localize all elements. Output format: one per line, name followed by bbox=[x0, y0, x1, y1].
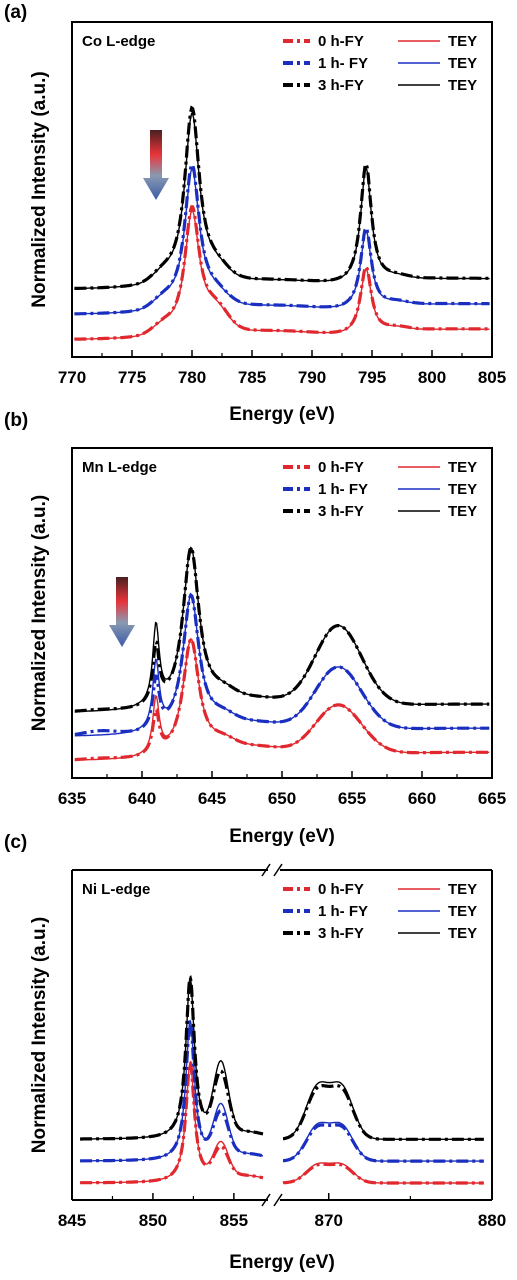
series-0h-fy bbox=[74, 205, 490, 341]
plot-frame bbox=[71, 21, 493, 358]
trend-arrow-icon bbox=[109, 577, 135, 647]
legend-fy-label: 3 h-FY bbox=[318, 77, 364, 94]
series-3h-tey bbox=[74, 546, 490, 713]
chart-panel-1: (a) 770 775 780 785 790 795 800 805 Energy (eV) No… bbox=[4, 2, 506, 425]
legend-tey-label: TEY bbox=[448, 925, 477, 942]
edge-label: Mn L-edge bbox=[82, 459, 157, 476]
legend-fy-label: 0 h-FY bbox=[318, 459, 364, 476]
legend-fy-label: 1 h- FY bbox=[318, 55, 368, 72]
x-tick-label: 780 bbox=[178, 368, 206, 387]
legend-fy-label: 1 h- FY bbox=[318, 903, 368, 920]
series-0h-tey bbox=[80, 1061, 264, 1184]
x-axis-title: Energy (eV) bbox=[229, 1252, 335, 1273]
series-1h-tey bbox=[74, 168, 490, 315]
series-3h-tey bbox=[282, 1081, 484, 1140]
legend-fy-label: 3 h-FY bbox=[318, 503, 364, 520]
panel-letter: (a) bbox=[4, 2, 27, 23]
series-3h-tey bbox=[74, 112, 490, 290]
x-tick-label: 655 bbox=[338, 789, 366, 808]
axis-break-mark bbox=[261, 863, 271, 877]
series-0h-fy bbox=[74, 636, 490, 762]
x-axis-title: Energy (eV) bbox=[229, 826, 335, 847]
x-tick-label: 635 bbox=[58, 789, 86, 808]
chart-panel-3: (c) 845 850 855 870 880 Energy (eV) Normalized … bbox=[4, 832, 506, 1273]
legend-tey-label: TEY bbox=[448, 77, 477, 94]
legend-tey-label: TEY bbox=[448, 881, 477, 898]
x-tick-label: 845 bbox=[58, 1211, 86, 1230]
x-tick-label: 665 bbox=[478, 789, 506, 808]
series-1h-fy bbox=[74, 592, 490, 736]
series-1h-fy bbox=[283, 1123, 484, 1163]
series-0h-tey bbox=[74, 637, 490, 761]
y-axis-title: Normalized Intensity (a.u.) bbox=[29, 495, 50, 731]
series-1h-fy bbox=[74, 162, 490, 316]
legend-tey-label: TEY bbox=[448, 55, 477, 72]
y-axis-title: Normalized Intensity (a.u.) bbox=[29, 71, 50, 307]
x-tick-label: 870 bbox=[315, 1211, 343, 1230]
legend-tey-label: TEY bbox=[448, 503, 477, 520]
x-tick-label: 790 bbox=[298, 368, 326, 387]
axis-break-mark bbox=[273, 1193, 283, 1207]
edge-label: Ni L-edge bbox=[82, 881, 150, 898]
legend-tey-label: TEY bbox=[448, 903, 477, 920]
series-1h-tey bbox=[283, 1121, 484, 1162]
legend-tey-label: TEY bbox=[448, 33, 477, 50]
x-tick-label: 800 bbox=[418, 368, 446, 387]
y-axis-title: Normalized Intensity (a.u.) bbox=[29, 917, 50, 1153]
series-3h-tey bbox=[80, 976, 264, 1140]
series-3h-fy bbox=[283, 1084, 484, 1141]
x-axis-title: Energy (eV) bbox=[229, 404, 335, 425]
trend-arrow-icon bbox=[143, 130, 169, 200]
x-tick-label: 855 bbox=[220, 1211, 248, 1230]
x-tick-label: 770 bbox=[58, 368, 86, 387]
legend-tey-label: TEY bbox=[448, 481, 477, 498]
series-1h-tey bbox=[74, 593, 490, 737]
series-0h-fy bbox=[282, 1162, 484, 1185]
series-3h-fy bbox=[74, 544, 490, 713]
axis-break-mark bbox=[261, 1193, 271, 1207]
series-3h-fy bbox=[80, 974, 264, 1141]
x-tick-label: 805 bbox=[478, 368, 506, 387]
x-tick-label: 850 bbox=[139, 1211, 167, 1230]
axis-break-mark bbox=[273, 863, 283, 877]
series-0h-tey bbox=[74, 210, 490, 340]
x-tick-label: 640 bbox=[128, 789, 156, 808]
x-tick-label: 650 bbox=[268, 789, 296, 808]
legend-fy-label: 0 h-FY bbox=[318, 881, 364, 898]
chart-panel-2: (b) 635 640 645 650 655 660 665 Energy (eV) Norma… bbox=[4, 410, 506, 847]
x-tick-label: 785 bbox=[238, 368, 266, 387]
x-tick-label: 880 bbox=[478, 1211, 506, 1230]
x-tick-label: 775 bbox=[118, 368, 146, 387]
series-3h-fy bbox=[74, 105, 490, 290]
legend-fy-label: 0 h-FY bbox=[318, 33, 364, 50]
x-tick-label: 645 bbox=[198, 789, 226, 808]
series-0h-tey bbox=[282, 1162, 484, 1184]
legend-tey-label: TEY bbox=[448, 459, 477, 476]
edge-label: Co L-edge bbox=[82, 33, 155, 50]
x-tick-label: 660 bbox=[408, 789, 436, 808]
x-tick-label: 795 bbox=[358, 368, 386, 387]
panel-letter: (b) bbox=[4, 410, 28, 431]
legend-fy-label: 1 h- FY bbox=[318, 481, 368, 498]
legend-fy-label: 3 h-FY bbox=[318, 925, 364, 942]
panel-letter: (c) bbox=[4, 832, 27, 853]
series-1h-tey bbox=[80, 1019, 264, 1162]
